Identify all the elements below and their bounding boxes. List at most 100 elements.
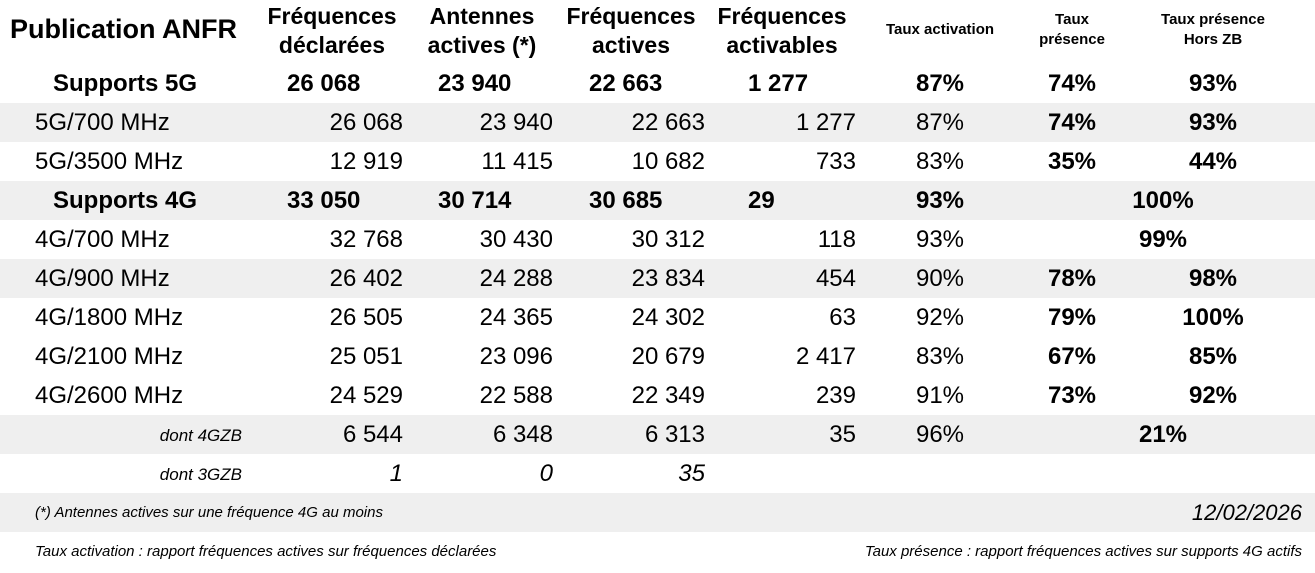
table-cell: 118 [817,226,856,253]
column-header: Antennes [429,3,535,29]
table-cell: 2 417 [795,343,856,370]
table-row: dont 4GZB 6 544 6 348 6 313 35 96% 21% [0,415,1315,454]
row-label: Supports 5G [52,70,197,97]
table-cell: 79% [1047,304,1097,331]
table-cell: 93% [915,226,965,253]
table-row: 5G/3500 MHz 12 919 11 415 10 682 733 83% 35% 44… [0,142,1315,181]
table-cell: 63 [829,304,856,331]
table-cell: 85% [1188,343,1238,370]
table-cell: 26 402 [329,265,403,292]
date: 12/02/2026 [1191,500,1302,525]
table-cell: 78% [1047,265,1097,292]
table-cell: 93% [915,187,965,214]
table-cell: 0 [539,460,553,487]
table-cell: 1 [389,460,403,487]
table-cell: 92% [1188,382,1238,409]
table-row: 4G/900 MHz 26 402 24 288 23 834 454 90% 78% 98% [0,259,1315,298]
table-cell: 30 430 [479,226,553,253]
table-cell: 23 096 [479,343,553,370]
table-cell: 33 050 [287,187,361,214]
table-cell: 733 [815,148,856,175]
table-cell: 24 302 [631,304,705,331]
table-cell: 44% [1188,148,1238,175]
table-cell: 25 051 [329,343,403,370]
column-header: Taux présence [1161,11,1265,28]
table-row: Supports 4G 33 050 30 714 30 685 29 93% 100% [0,181,1315,220]
column-header: Fréquences [267,3,397,29]
table-cell: 26 505 [329,304,403,331]
table-cell: 22 663 [631,109,705,136]
column-header: activables [726,32,838,58]
definition: Taux présence : rapport fréquences activ… [864,543,1302,560]
table-cell: 24 529 [329,382,403,409]
table-cell: 74% [1047,109,1097,136]
table-cell: 90% [915,265,965,292]
row-label: Supports 4G [52,187,197,214]
title: Publication ANFR [10,14,237,44]
table-row: dont 3GZB 1 0 35 [0,454,1315,493]
row-label: 5G/700 MHz [35,109,170,136]
table-cell: 1 277 [748,70,809,97]
table-cell: 24 288 [479,265,553,292]
table-cell: 100% [1132,187,1194,214]
table-cell: 92% [915,304,965,331]
table-cell: 32 768 [329,226,403,253]
table-cell: 93% [1188,70,1238,97]
table-cell: 26 068 [287,70,361,97]
footnote: (*) Antennes actives sur une fréquence 4… [35,504,383,521]
row-label: 4G/2600 MHz [35,382,184,409]
row-label: dont 3GZB [159,465,242,484]
table-cell: 23 940 [479,109,553,136]
table-cell: 26 068 [329,109,403,136]
table-cell: 100% [1182,304,1244,331]
table-cell: 87% [915,109,965,136]
table-cell: 98% [1188,265,1238,292]
table-cell: 22 663 [589,70,663,97]
table-cell: 23 834 [631,265,705,292]
table-cell: 99% [1138,226,1188,253]
table-cell: 30 312 [631,226,705,253]
table-row: 4G/700 MHz 32 768 30 430 30 312 118 93% 99% [0,220,1315,259]
table-cell: 83% [915,343,965,370]
table-row: 4G/2100 MHz 25 051 23 096 20 679 2 417 83% 67%… [0,337,1315,376]
column-header: Fréquences [566,3,696,29]
table-cell: 6 348 [492,421,553,448]
table-cell: 30 685 [589,187,663,214]
table-cell: 30 714 [438,187,512,214]
table-row: 4G/2600 MHz 24 529 22 588 22 349 239 91% 73% 92… [0,376,1315,415]
column-header: déclarées [278,32,386,58]
footer-row: (*) Antennes actives sur une fréquence 4… [0,493,1315,532]
row-label: 4G/700 MHz [35,226,170,253]
table-cell: 83% [915,148,965,175]
table-cell: 67% [1047,343,1097,370]
table-cell: 10 682 [631,148,705,175]
row-label: dont 4GZB [159,426,242,445]
footer-row: Taux activation : rapport fréquences act… [0,532,1315,571]
table-cell: 22 588 [479,382,553,409]
column-header: Taux [1055,11,1089,28]
row-label: 4G/1800 MHz [35,304,184,331]
table-cell: 22 349 [631,382,705,409]
table-cell: 29 [748,187,775,214]
table-cell: 91% [915,382,965,409]
table-row: 4G/1800 MHz 26 505 24 365 24 302 63 92% 79% 100… [0,298,1315,337]
column-header: Hors ZB [1183,31,1243,48]
table-cell: 6 313 [644,421,705,448]
table-cell: 239 [815,382,856,409]
table-cell: 20 679 [631,343,705,370]
column-header: Taux activation [885,21,995,38]
table-row: Supports 5G 26 068 23 940 22 663 1 277 87% 74%… [0,64,1315,103]
row-label: 5G/3500 MHz [35,148,184,175]
table-cell: 74% [1047,70,1097,97]
table-cell: 93% [1188,109,1238,136]
table-cell: 12 919 [329,148,403,175]
table-cell: 35 [678,460,705,487]
table-cell: 73% [1047,382,1097,409]
table-cell: 96% [915,421,965,448]
row-label: 4G/2100 MHz [35,343,184,370]
table-row: 5G/700 MHz 26 068 23 940 22 663 1 277 87% 74% 9… [0,103,1315,142]
table-cell: 454 [815,265,856,292]
column-header: Fréquences [717,3,847,29]
table-cell: 21% [1138,421,1188,448]
